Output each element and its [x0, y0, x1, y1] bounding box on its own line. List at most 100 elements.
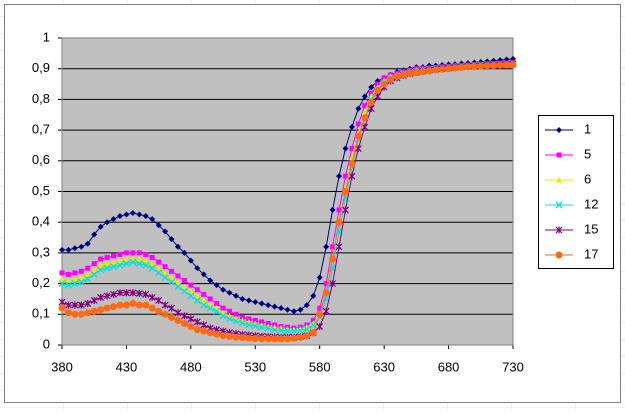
marker — [457, 63, 465, 71]
marker — [412, 68, 420, 76]
marker — [58, 298, 66, 306]
marker — [483, 62, 491, 70]
marker — [342, 206, 349, 214]
legend-label: 17 — [584, 246, 598, 261]
marker — [317, 305, 323, 311]
marker — [97, 293, 105, 301]
marker — [245, 334, 253, 342]
marker — [58, 280, 66, 288]
marker — [129, 258, 137, 266]
marker — [271, 303, 278, 310]
marker — [354, 132, 362, 140]
marker — [258, 323, 266, 331]
marker — [310, 317, 316, 323]
marker — [71, 280, 79, 288]
marker — [335, 218, 343, 226]
marker — [180, 312, 188, 320]
marker — [316, 310, 324, 318]
marker — [136, 211, 143, 218]
marker — [246, 316, 252, 322]
legend-label: 6 — [584, 171, 591, 186]
marker — [278, 305, 285, 312]
marker — [509, 61, 517, 69]
marker — [252, 317, 258, 323]
marker — [143, 251, 149, 257]
marker — [72, 270, 78, 276]
x-tick-label: 430 — [116, 359, 138, 374]
marker — [245, 321, 253, 329]
marker — [271, 335, 279, 343]
marker — [142, 257, 149, 264]
marker — [251, 322, 259, 330]
marker — [245, 297, 252, 304]
marker — [310, 292, 317, 299]
marker — [336, 207, 342, 213]
marker — [432, 66, 440, 74]
marker — [490, 62, 498, 70]
marker — [284, 335, 291, 343]
marker — [555, 201, 563, 209]
marker — [316, 274, 323, 281]
marker — [103, 292, 111, 300]
marker — [220, 286, 227, 293]
marker — [290, 308, 297, 315]
marker — [174, 279, 181, 285]
y-tick-label: 0,7 — [32, 122, 50, 137]
marker — [71, 301, 79, 309]
marker — [277, 335, 285, 343]
marker — [161, 274, 169, 281]
marker — [264, 335, 272, 343]
marker — [555, 251, 563, 259]
marker — [213, 282, 220, 289]
marker — [341, 188, 349, 195]
legend-label: 15 — [584, 221, 598, 236]
marker — [239, 314, 245, 320]
marker — [136, 250, 142, 256]
marker — [214, 301, 220, 307]
marker — [200, 321, 208, 329]
marker — [362, 103, 368, 109]
legend-label: 1 — [584, 121, 591, 136]
marker — [556, 152, 562, 158]
x-tick-label: 580 — [309, 359, 331, 374]
marker — [290, 334, 298, 342]
marker — [78, 243, 85, 250]
marker — [110, 263, 118, 271]
marker — [393, 72, 401, 80]
marker — [123, 211, 130, 218]
marker — [251, 335, 259, 343]
marker — [122, 260, 130, 268]
marker — [445, 65, 453, 73]
marker — [129, 209, 136, 216]
marker — [232, 292, 239, 299]
marker — [135, 289, 143, 297]
marker — [187, 323, 195, 331]
marker — [156, 259, 162, 265]
marker — [149, 260, 156, 267]
marker — [116, 257, 123, 264]
marker — [59, 246, 65, 253]
marker — [90, 270, 98, 278]
marker — [207, 277, 214, 284]
marker — [174, 316, 182, 324]
marker — [90, 307, 98, 315]
marker — [226, 289, 233, 296]
marker — [348, 124, 355, 131]
marker — [296, 333, 304, 341]
marker — [71, 245, 78, 252]
y-tick-label: 0,3 — [32, 244, 50, 259]
marker — [111, 253, 117, 259]
y-tick-label: 0,6 — [32, 152, 50, 167]
marker — [168, 313, 176, 321]
marker — [187, 315, 195, 323]
marker — [258, 335, 266, 343]
marker — [136, 256, 143, 262]
marker — [77, 301, 85, 309]
marker — [110, 216, 117, 223]
marker — [97, 266, 105, 274]
marker — [226, 315, 233, 323]
marker — [555, 226, 563, 234]
marker — [367, 98, 375, 106]
marker — [387, 75, 395, 83]
marker — [181, 278, 187, 284]
